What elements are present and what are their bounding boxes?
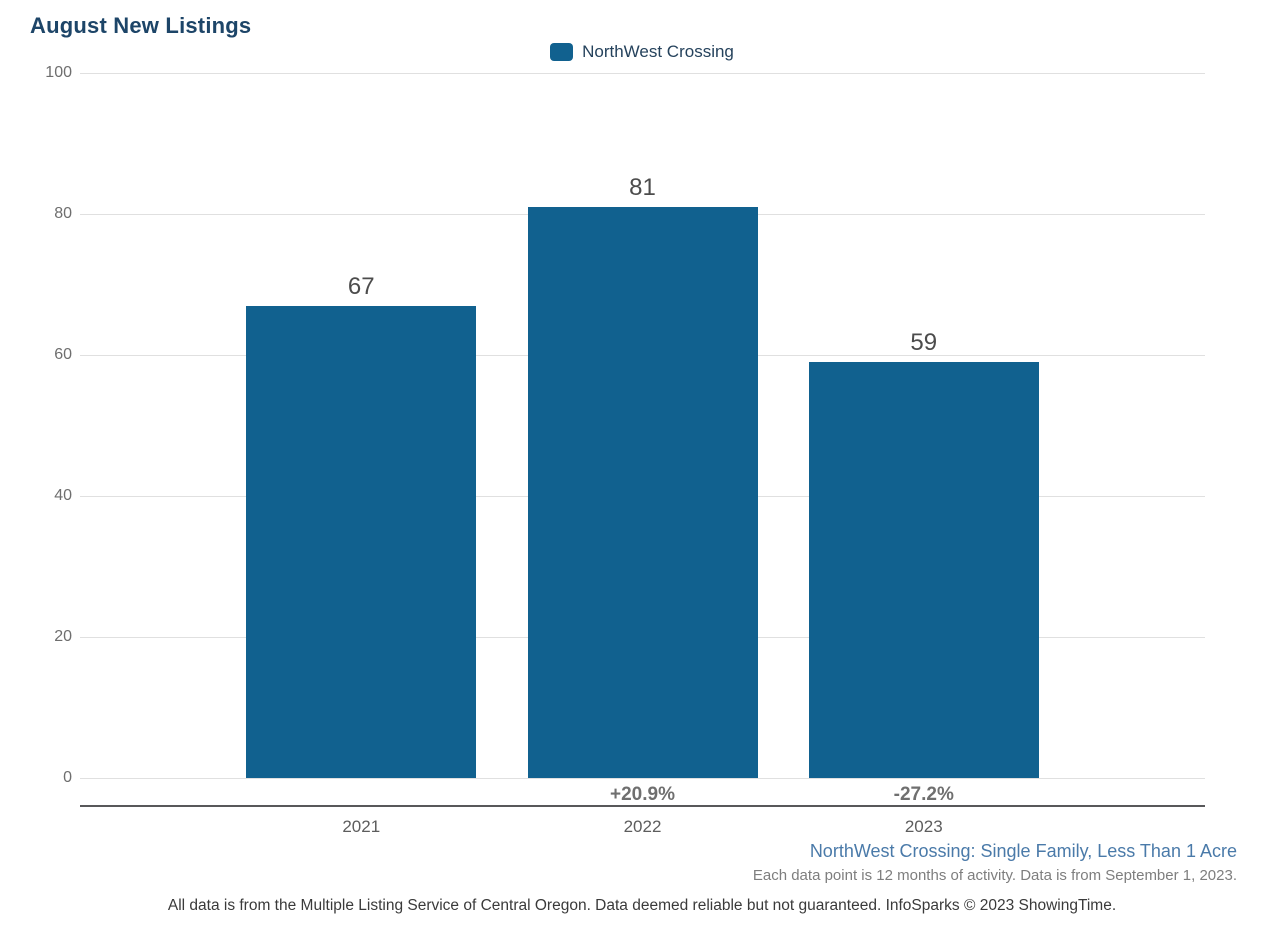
y-tick-label-20: 20: [54, 628, 72, 645]
x-tick-label-2021: 2021: [342, 817, 381, 836]
bar-value-label-2023: 59: [910, 329, 938, 357]
bar-value-label-2022: 81: [629, 173, 656, 201]
x-tick-label-2022: 2022: [623, 817, 662, 836]
x-tick-label-2023: 2023: [904, 817, 943, 836]
data-note: Each data point is 12 months of activity…: [752, 867, 1237, 884]
gridline-100: [80, 73, 1205, 74]
bar-value-label-2021: 67: [347, 272, 375, 300]
pct-change-label-2022: +20.9%: [610, 784, 675, 805]
bar-2023[interactable]: [808, 362, 1039, 778]
y-tick-label-0: 0: [63, 769, 72, 786]
y-tick-label-60: 60: [54, 346, 72, 363]
bar-2021[interactable]: [246, 305, 477, 778]
gridline-0: [80, 778, 1205, 779]
y-tick-label-40: 40: [54, 487, 72, 504]
y-tick-label-80: 80: [54, 205, 72, 222]
legend: NorthWest Crossing: [0, 41, 1284, 63]
plot-area: 67 81 59: [80, 73, 1205, 779]
y-tick-label-100: 100: [45, 64, 72, 81]
bar-2022[interactable]: [527, 206, 758, 778]
legend-swatch-icon[interactable]: [550, 43, 574, 61]
disclaimer: All data is from the Multiple Listing Se…: [167, 897, 1117, 914]
segment-note: NorthWest Crossing: Single Family, Less …: [809, 841, 1237, 861]
pct-change-label-2023: -27.2%: [893, 784, 954, 805]
x-axis-line: [80, 805, 1205, 807]
legend-label[interactable]: NorthWest Crossing: [582, 42, 734, 61]
chart-title: August New Listings: [30, 13, 252, 38]
